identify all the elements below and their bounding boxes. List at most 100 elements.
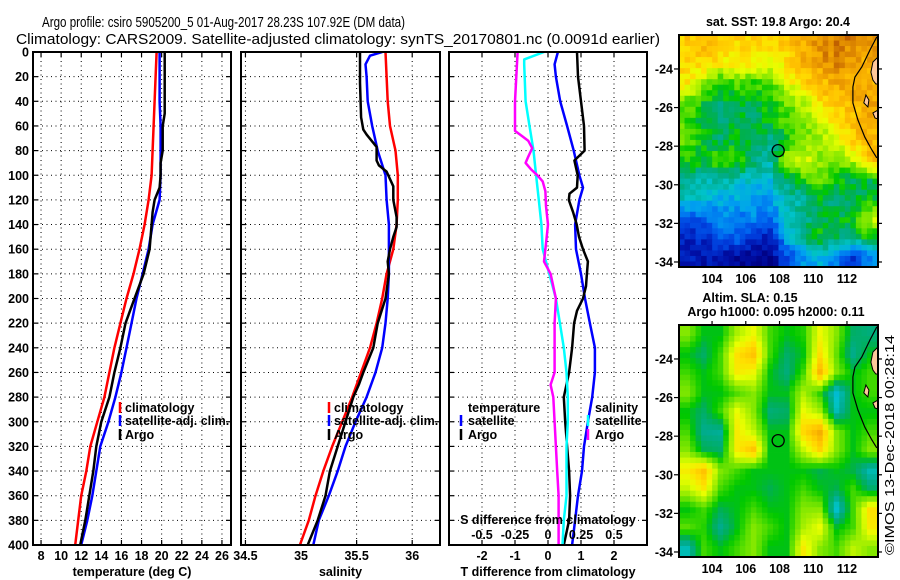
sla-map-cell [866, 496, 873, 503]
sst-map-cell [789, 128, 796, 135]
sst-map-cell [795, 250, 802, 257]
sst-map-cell [690, 167, 696, 174]
sst-map-cell [866, 90, 873, 97]
sst-map-cell [761, 57, 768, 64]
sst-map-cell [806, 73, 813, 80]
map-border [678, 34, 879, 268]
sst-map-cell [684, 184, 691, 191]
sst-map-cell [717, 217, 724, 224]
sla-map-cell [855, 551, 862, 557]
sst-map-cell [756, 139, 763, 146]
sst-map-cell [734, 95, 741, 102]
sst-map-cell [761, 46, 768, 52]
sst-map-cell [745, 178, 752, 185]
sst-map-cell [828, 189, 835, 196]
sst-map-cell [695, 40, 702, 47]
sst-map-cell [723, 151, 730, 157]
sst-map-cell [767, 244, 774, 251]
sla-map-cell [695, 545, 702, 552]
sst-map-cell [701, 250, 708, 257]
sla-map-cell [789, 529, 796, 536]
sla-map-cell [844, 413, 851, 420]
sst-map-cell [712, 90, 719, 97]
sst-map-cell [833, 123, 840, 130]
sla-map-cell [872, 496, 878, 503]
sla-map-cell [806, 545, 813, 552]
sla-map-cell [745, 424, 752, 431]
sla-map-cell [778, 452, 785, 458]
sst-map-cell [684, 62, 691, 69]
sla-map-cell [822, 496, 829, 503]
sst-map-cell [795, 233, 802, 240]
sst-map-cell [706, 239, 713, 246]
sst-map-cell [690, 195, 696, 202]
sst-map-cell [811, 217, 818, 224]
sla-map-cell [695, 523, 702, 530]
sst-map-cell [861, 162, 868, 168]
sla-map-cell [872, 523, 878, 530]
sla-map-cell [723, 545, 730, 552]
sla-map-cell [756, 396, 763, 403]
sst-map-cell [784, 233, 790, 240]
sla-map-cell [822, 325, 829, 331]
sla-map-cell [839, 396, 846, 403]
sla-map-cell [772, 374, 779, 381]
sst-map-cell [844, 90, 851, 97]
sla-map-cell [795, 485, 802, 492]
sla-map-cell [866, 446, 873, 453]
sla-map-cell [795, 463, 802, 470]
sst-map-cell [695, 139, 702, 146]
sst-map-cell [795, 167, 802, 174]
sla-map-cell [866, 490, 873, 497]
sla-map-cell [739, 551, 746, 557]
sst-map-cell [789, 68, 796, 75]
sst-map-cell [839, 173, 846, 180]
sla-map-cell [795, 413, 802, 420]
sla-map-cell [684, 534, 691, 541]
sst-map-cell [778, 134, 785, 141]
sst-map-cell [861, 46, 868, 52]
sla-map-cell [745, 418, 752, 425]
sst-map-cell [767, 206, 774, 213]
sst-map-cell [866, 134, 873, 141]
sla-map-cell [690, 336, 696, 342]
sla-map-cell [717, 325, 724, 331]
sst-map-cell [850, 68, 857, 75]
sst-map-cell [728, 255, 735, 262]
sla-map-cell [723, 435, 730, 442]
sla-map-cell [811, 358, 818, 365]
sst-map-cell [822, 239, 829, 246]
sla-map-cell [728, 418, 735, 425]
sst-map-cell [756, 46, 763, 52]
sst-map-cell [745, 101, 752, 108]
sla-map-cell [706, 501, 713, 508]
sla-map-cell [811, 523, 818, 530]
sst-map-cell [717, 106, 724, 113]
sla-map-cell [706, 529, 713, 536]
sla-map-cell [684, 457, 691, 464]
sst-map-cell [866, 51, 873, 58]
sst-map-cell [866, 255, 873, 262]
sla-map-cell [690, 501, 696, 508]
sst-map-cell [800, 128, 807, 135]
sst-map-cell [717, 101, 724, 108]
sst-map-cell [684, 206, 691, 213]
sst-map-cell [695, 128, 702, 135]
sla-map-cell [872, 512, 878, 519]
sst-map-cell [684, 35, 691, 41]
sla-map-cell [717, 479, 724, 486]
sla-map-cell [717, 424, 724, 431]
sla-map-cell [712, 374, 719, 381]
sla-map-cell [750, 446, 757, 453]
sla-map-cell [795, 435, 802, 442]
sst-map-cell [723, 261, 730, 267]
sla-map-cell [679, 391, 685, 398]
sst-map-cell [695, 167, 702, 174]
sla-map-cell [861, 545, 868, 552]
sla-map-cell [739, 418, 746, 425]
sla-map-cell [739, 380, 746, 387]
sst-map-cell [795, 68, 802, 75]
sla-map-cell [684, 402, 691, 409]
sla-map-cell [806, 446, 813, 453]
sst-map-cell [800, 167, 807, 174]
